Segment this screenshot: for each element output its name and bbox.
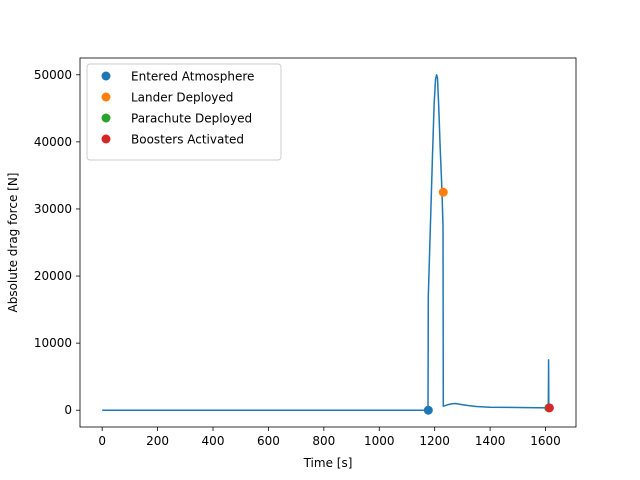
legend-marker-0: [101, 71, 111, 81]
legend-label-3: Boosters Activated: [131, 133, 244, 147]
y-tick-label-2: 20000: [34, 269, 72, 283]
y-tick-label-4: 40000: [34, 135, 72, 149]
event-markers: [423, 187, 554, 415]
y-tick-label-5: 50000: [34, 68, 72, 82]
y-tick-label-3: 30000: [34, 202, 72, 216]
y-axis-label: Absolute drag force [N]: [6, 173, 20, 313]
x-axis-ticks: 0 200 400 600 800 1000 1200 1400 1600: [98, 427, 561, 448]
drag-force-line: [102, 74, 550, 411]
plot-area: [102, 74, 554, 415]
axes-frame: [79, 57, 577, 428]
y-axis-ticks: 0 10000 20000 30000 40000 50000: [34, 68, 80, 417]
legend-label-1: Lander Deployed: [131, 91, 233, 105]
y-tick-label-1: 10000: [34, 336, 72, 350]
x-tick-label-0: 0: [98, 434, 106, 448]
legend-marker-2: [101, 113, 111, 123]
x-axis-label: Time [s]: [303, 456, 353, 470]
legend-label-0: Entered Atmosphere: [131, 70, 254, 84]
x-tick-label-6: 1200: [419, 434, 450, 448]
x-tick-label-3: 600: [257, 434, 280, 448]
legend-marker-3: [101, 134, 111, 144]
x-tick-label-1: 200: [146, 434, 169, 448]
y-tick-label-0: 0: [64, 403, 72, 417]
legend-label-2: Parachute Deployed: [131, 112, 252, 126]
x-tick-label-5: 1000: [364, 434, 395, 448]
x-tick-label-4: 800: [312, 434, 335, 448]
legend-box: [86, 63, 282, 161]
event-marker-0: [423, 405, 433, 415]
event-marker-3: [544, 403, 554, 413]
x-tick-label-8: 1600: [530, 434, 561, 448]
event-marker-1: [438, 187, 448, 197]
x-tick-label-7: 1400: [475, 434, 506, 448]
legend-marker-1: [101, 92, 111, 102]
x-tick-label-2: 400: [202, 434, 225, 448]
legend: Entered Atmosphere Lander Deployed Parachu…: [86, 63, 282, 161]
